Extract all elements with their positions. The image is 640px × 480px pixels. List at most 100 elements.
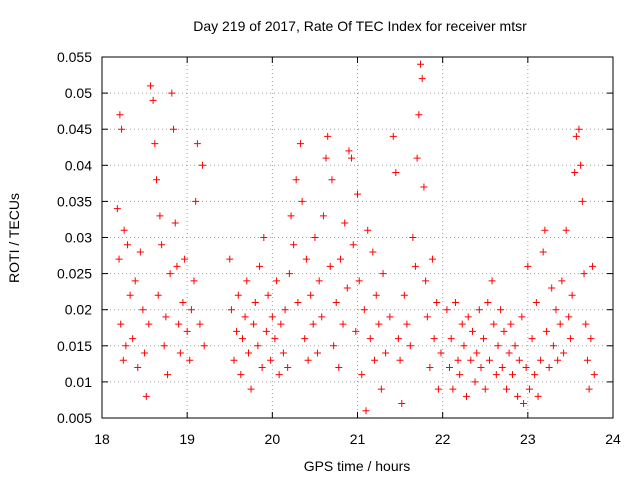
data-point [227, 306, 235, 314]
data-point [309, 320, 317, 328]
y-axis-label: ROTI / TECUs [6, 193, 22, 283]
y-tick-label: 0.045 [57, 121, 92, 137]
data-point [447, 335, 455, 343]
data-point [537, 356, 545, 364]
data-point [301, 335, 309, 343]
data-point [171, 219, 179, 227]
data-point [247, 385, 255, 393]
y-tick-label: 0.005 [57, 410, 92, 426]
data-point [145, 320, 153, 328]
data-point [409, 234, 417, 241]
data-point [520, 400, 528, 408]
data-point [396, 356, 404, 364]
data-point [115, 255, 123, 263]
data-point [475, 306, 483, 314]
data-point [345, 147, 353, 155]
data-point [176, 349, 184, 357]
data-point [330, 342, 338, 350]
x-axis-label: GPS time / hours [304, 458, 411, 474]
data-point [348, 154, 356, 162]
data-point [428, 255, 436, 263]
data-point [324, 132, 332, 140]
data-point [341, 219, 349, 227]
data-point [500, 327, 508, 335]
y-tick-label: 0.05 [65, 85, 92, 101]
data-point [400, 291, 408, 299]
data-point [545, 363, 553, 371]
x-tick-label: 21 [350, 431, 366, 447]
data-point [562, 226, 570, 234]
data-point [234, 291, 242, 299]
data-point [126, 291, 134, 299]
data-point [355, 277, 363, 285]
data-point [186, 356, 194, 364]
data-point [131, 277, 139, 285]
x-tick-label: 24 [605, 431, 621, 447]
x-tick-label: 18 [94, 431, 110, 447]
data-point [243, 277, 251, 285]
data-point [119, 356, 127, 364]
data-point [129, 335, 137, 343]
data-point [284, 363, 292, 371]
x-tick-label: 22 [435, 431, 451, 447]
data-point [311, 234, 319, 241]
data-point [134, 363, 142, 371]
data-point [420, 183, 428, 191]
data-point [556, 320, 564, 328]
data-point [565, 313, 573, 321]
data-point [552, 306, 560, 314]
data-point [528, 335, 536, 343]
data-point [389, 132, 397, 140]
y-tick-label: 0.055 [57, 49, 92, 65]
data-point [183, 327, 191, 335]
data-point [514, 392, 522, 400]
data-point [541, 226, 549, 234]
data-point [322, 154, 330, 162]
data-point [298, 197, 306, 205]
data-point [142, 392, 150, 400]
data-point [490, 320, 498, 328]
data-point [430, 335, 438, 343]
data-point [426, 363, 434, 371]
data-point [230, 356, 238, 364]
data-point [360, 306, 368, 314]
data-point [251, 298, 259, 306]
data-point [358, 371, 366, 379]
data-point [279, 349, 287, 357]
data-point [375, 320, 383, 328]
data-point [179, 298, 187, 306]
data-point [162, 313, 170, 321]
data-point [488, 277, 496, 285]
data-point [379, 270, 387, 278]
data-point [192, 197, 200, 205]
data-point [260, 234, 268, 241]
data-point [413, 154, 421, 162]
scatter-points [113, 60, 598, 415]
data-point [139, 306, 147, 314]
y-tick-label: 0.03 [65, 230, 92, 246]
data-point [258, 363, 266, 371]
data-point [287, 212, 295, 220]
data-point [354, 190, 361, 198]
data-point [532, 298, 540, 306]
data-point [268, 313, 276, 321]
data-point [577, 161, 585, 169]
data-point [449, 385, 457, 393]
data-point [168, 89, 176, 97]
data-point [582, 320, 590, 328]
data-point [497, 306, 505, 314]
data-point [136, 248, 144, 256]
data-point [486, 356, 494, 364]
data-point [335, 363, 343, 371]
data-point [166, 270, 174, 278]
data-point [239, 335, 247, 343]
data-point [256, 262, 264, 270]
data-point [116, 111, 124, 119]
data-point [149, 96, 157, 104]
data-point [175, 320, 183, 328]
data-point [480, 335, 488, 343]
data-point [568, 291, 576, 299]
data-point [471, 378, 479, 386]
data-point [531, 371, 539, 379]
y-tick-label: 0.035 [57, 193, 92, 209]
